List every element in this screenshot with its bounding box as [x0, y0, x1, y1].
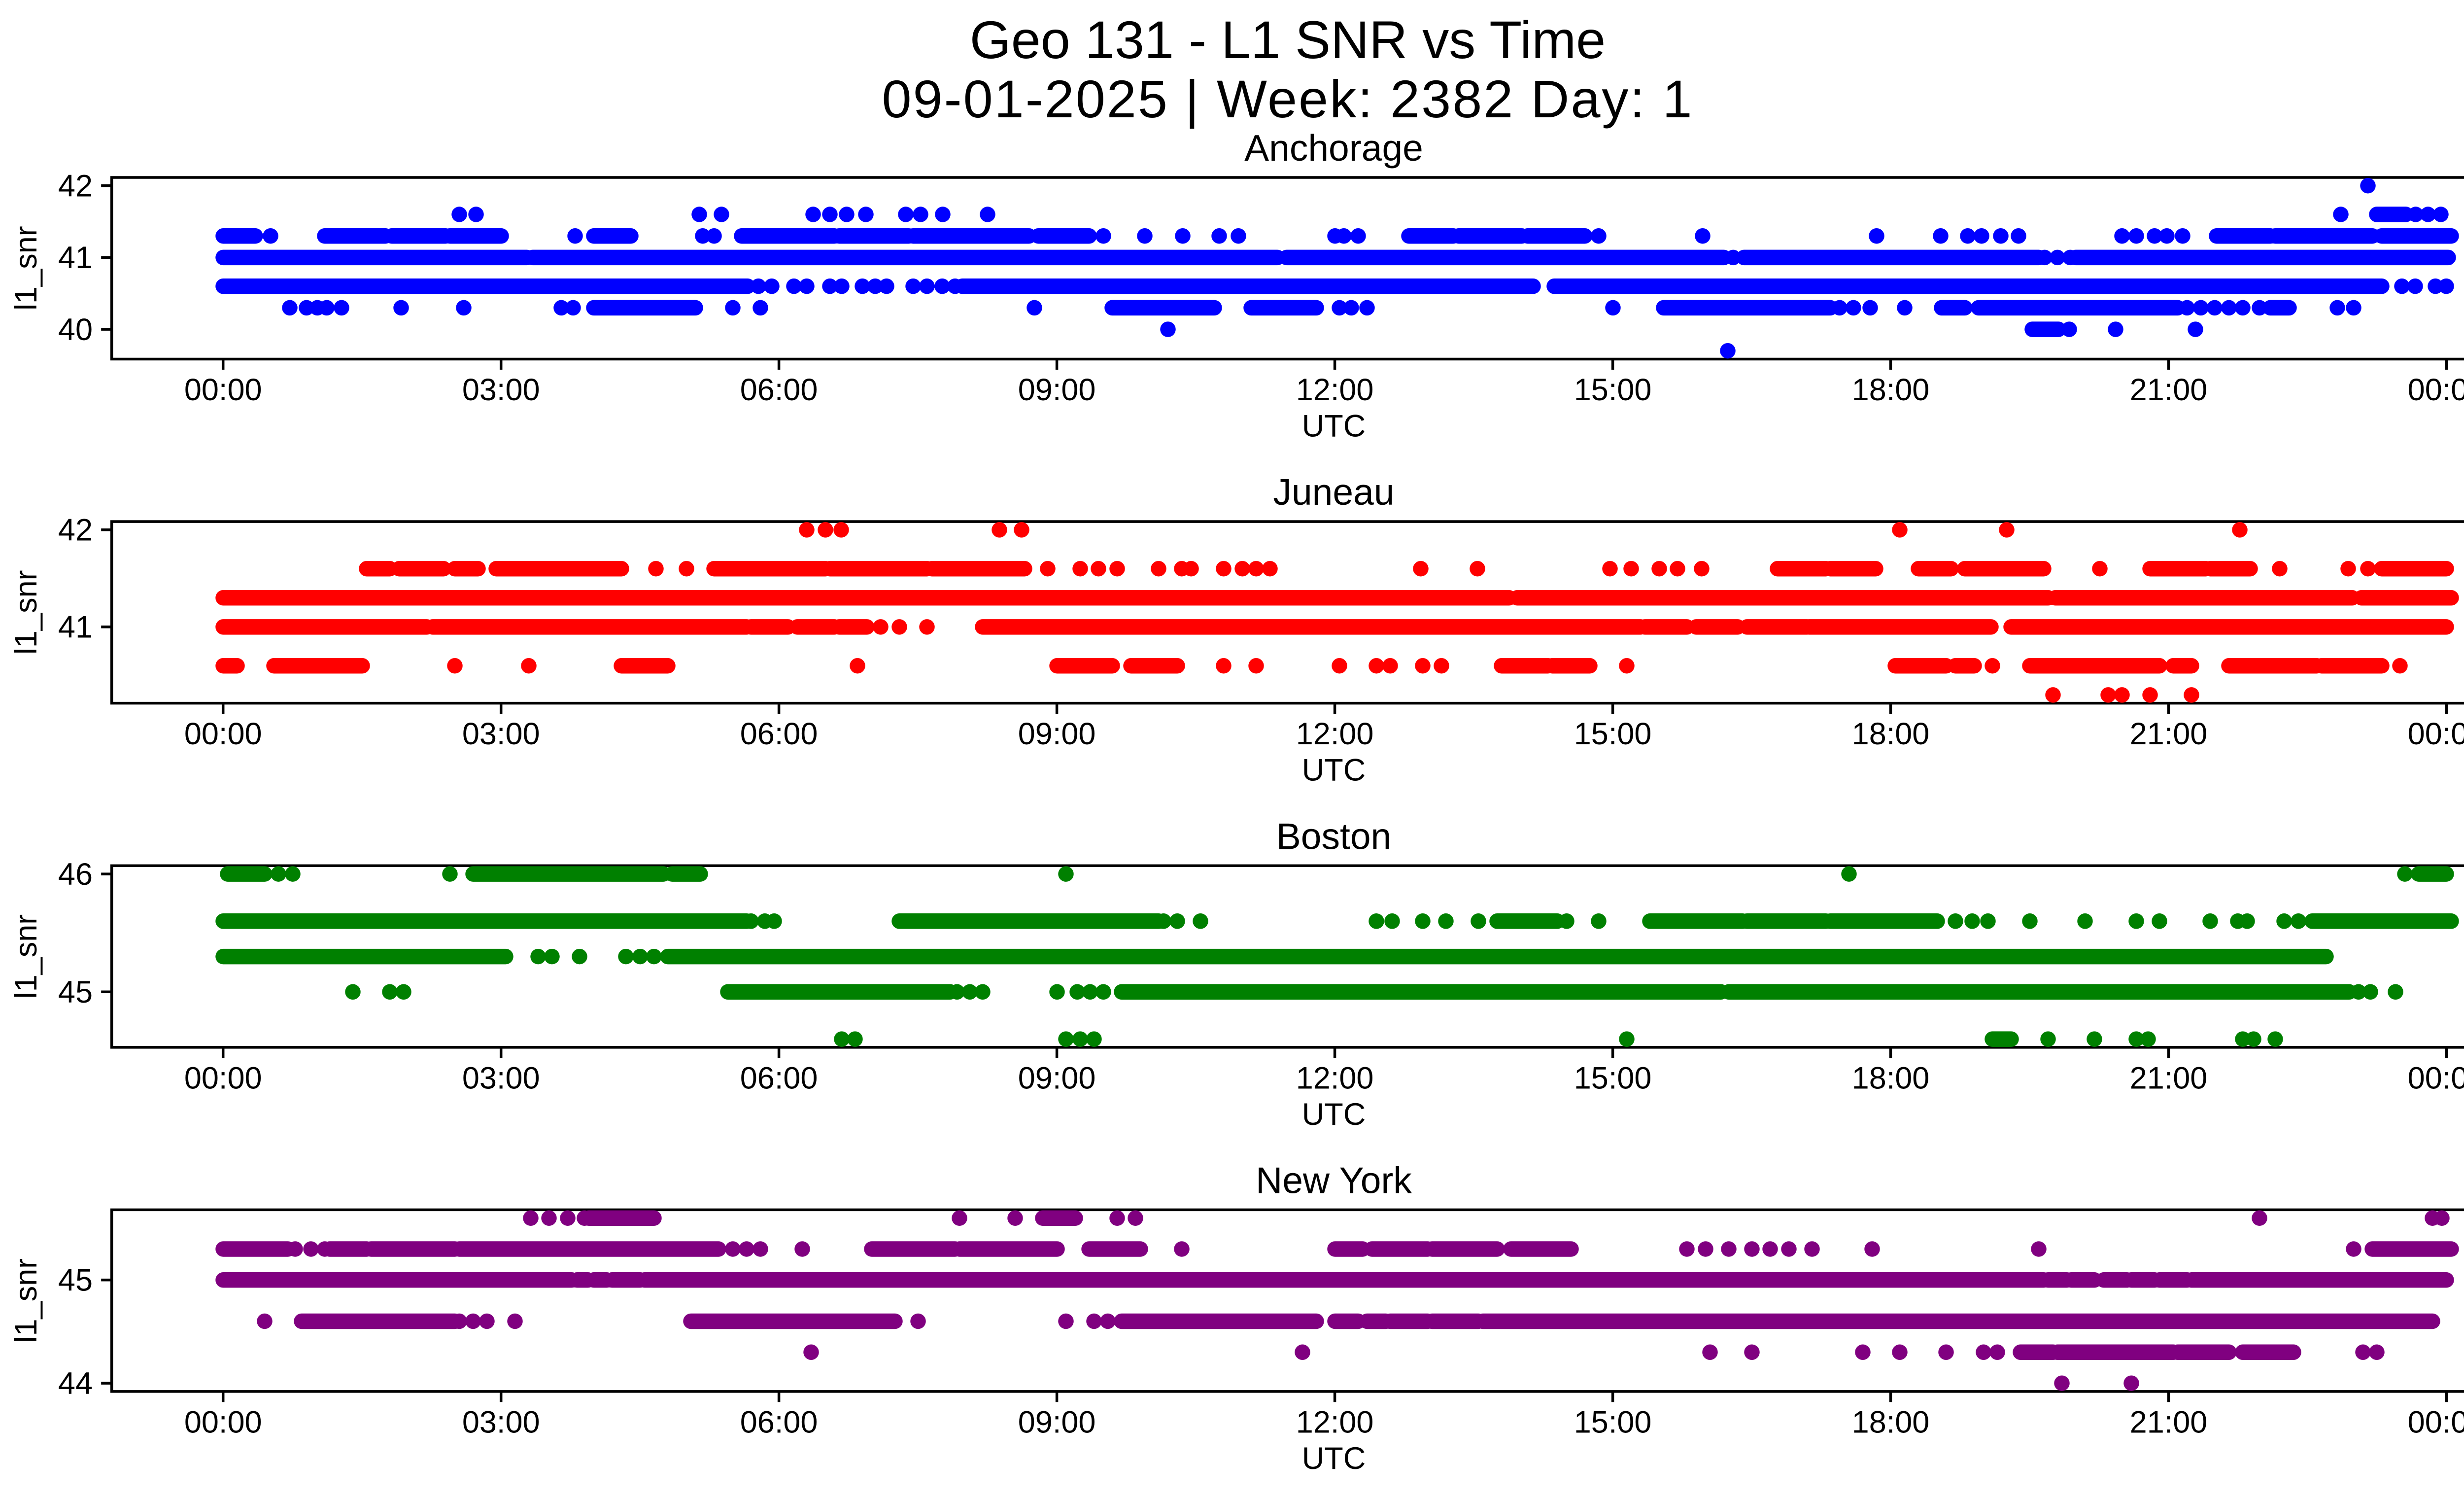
svg-text:06:00: 06:00: [740, 1061, 818, 1095]
svg-text:42: 42: [58, 169, 93, 203]
svg-text:03:00: 03:00: [462, 1405, 540, 1439]
svg-text:09:00: 09:00: [1018, 1061, 1096, 1095]
svg-text:00:00: 00:00: [2408, 373, 2464, 407]
svg-text:00:00: 00:00: [2408, 717, 2464, 751]
svg-text:21:00: 21:00: [2130, 1061, 2208, 1095]
svg-text:UTC: UTC: [1302, 1441, 1366, 1476]
svg-text:00:00: 00:00: [184, 1405, 262, 1439]
svg-text:18:00: 18:00: [1852, 1061, 1930, 1095]
svg-text:12:00: 12:00: [1296, 373, 1374, 407]
svg-text:18:00: 18:00: [1852, 717, 1930, 751]
svg-text:UTC: UTC: [1302, 409, 1366, 444]
svg-text:15:00: 15:00: [1574, 1061, 1652, 1095]
svg-text:06:00: 06:00: [740, 1405, 818, 1439]
svg-text:UTC: UTC: [1302, 1097, 1366, 1132]
svg-text:12:00: 12:00: [1296, 1061, 1374, 1095]
svg-text:45: 45: [58, 975, 93, 1009]
svg-text:l1_snr: l1_snr: [9, 1258, 43, 1343]
svg-text:09:00: 09:00: [1018, 717, 1096, 751]
svg-text:UTC: UTC: [1302, 753, 1366, 788]
svg-text:18:00: 18:00: [1852, 1405, 1930, 1439]
svg-text:42: 42: [58, 513, 93, 548]
svg-text:40: 40: [58, 313, 93, 347]
svg-text:New York: New York: [1256, 1159, 1412, 1201]
svg-text:09-01-2025 | Week: 2382 Day: 1: 09-01-2025 | Week: 2382 Day: 1: [882, 69, 1693, 129]
svg-text:41: 41: [58, 610, 93, 645]
svg-text:Anchorage: Anchorage: [1244, 127, 1423, 169]
svg-text:15:00: 15:00: [1574, 1405, 1652, 1439]
svg-text:45: 45: [58, 1263, 93, 1298]
svg-text:l1_snr: l1_snr: [9, 570, 43, 655]
svg-text:09:00: 09:00: [1018, 1405, 1096, 1439]
svg-text:Geo 131 - L1 SNR vs Time: Geo 131 - L1 SNR vs Time: [970, 10, 1606, 70]
svg-text:Juneau: Juneau: [1273, 471, 1394, 513]
svg-text:03:00: 03:00: [462, 717, 540, 751]
svg-text:21:00: 21:00: [2130, 1405, 2208, 1439]
svg-text:00:00: 00:00: [184, 717, 262, 751]
svg-text:03:00: 03:00: [462, 373, 540, 407]
svg-text:46: 46: [58, 857, 93, 892]
svg-text:15:00: 15:00: [1574, 717, 1652, 751]
svg-text:12:00: 12:00: [1296, 717, 1374, 751]
svg-text:00:00: 00:00: [2408, 1405, 2464, 1439]
svg-text:09:00: 09:00: [1018, 373, 1096, 407]
svg-text:12:00: 12:00: [1296, 1405, 1374, 1439]
svg-text:00:00: 00:00: [184, 1061, 262, 1095]
svg-text:44: 44: [58, 1366, 93, 1401]
svg-text:06:00: 06:00: [740, 717, 818, 751]
svg-text:06:00: 06:00: [740, 373, 818, 407]
svg-text:l1_snr: l1_snr: [9, 226, 43, 311]
svg-text:41: 41: [58, 241, 93, 275]
svg-text:18:00: 18:00: [1852, 373, 1930, 407]
svg-text:21:00: 21:00: [2130, 373, 2208, 407]
svg-text:00:00: 00:00: [184, 373, 262, 407]
svg-text:l1_snr: l1_snr: [9, 914, 43, 999]
svg-text:21:00: 21:00: [2130, 717, 2208, 751]
svg-text:Boston: Boston: [1276, 815, 1392, 857]
svg-text:00:00: 00:00: [2408, 1061, 2464, 1095]
svg-text:03:00: 03:00: [462, 1061, 540, 1095]
svg-text:15:00: 15:00: [1574, 373, 1652, 407]
